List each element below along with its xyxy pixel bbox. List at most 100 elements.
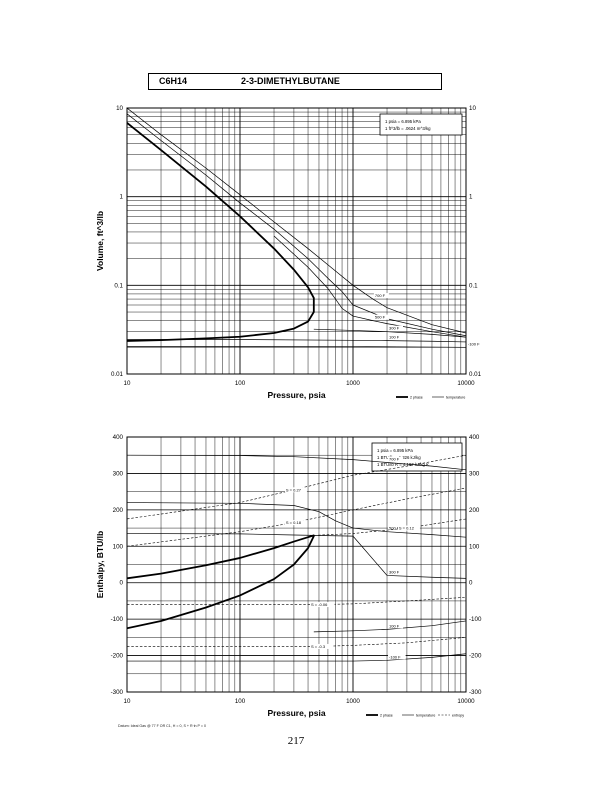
chart2-x-axis-label: Pressure, psia: [267, 708, 325, 718]
chart2-isotherm-label: 700 F: [389, 457, 400, 462]
chart2-isentrope-label-bg: [397, 525, 420, 531]
chart1-isotherm-label: 300 F: [389, 326, 400, 331]
chart1-isotherm-label-bg: [467, 341, 485, 347]
chart2-isotherm-line: [127, 653, 467, 662]
chart2-x-tick-label: 1000: [346, 698, 360, 705]
datum-note: Datum: Ideal Gas @ 77 F OR C1, H = 0, S …: [118, 724, 206, 728]
chart2-isentrope-line: [127, 596, 467, 605]
chart1-isotherm-label-bg: [373, 293, 389, 299]
chart2-plot-frame: [126, 436, 467, 693]
chart2-isentrope-label-bg: [309, 643, 332, 649]
chart2-y-tick-label: 0: [120, 580, 124, 587]
chart1-x-tick-label: 1000: [346, 380, 360, 387]
chart1-y-tick-label: 1: [120, 194, 124, 201]
chart1-isotherm-label: 700 F: [375, 293, 386, 298]
chart1-conversion-text: 1 ft^3/lb = .0624 m^3/kg: [385, 126, 431, 131]
chart1-legend-label: 2 phase: [410, 396, 423, 400]
chart1-x-tick-label: 10000: [457, 380, 475, 387]
chart2-y-tick-label: 100: [113, 543, 124, 550]
chart2-y-tick-label: -100: [111, 616, 124, 623]
chart2-isotherm-label-bg: [388, 525, 404, 531]
chart-title-box: C6H14 2-3-DIMETHYLBUTANE: [148, 73, 442, 90]
chart1-conversion-text: 1 psia = 6.895 kPa: [385, 119, 421, 124]
chart1-isotherm-label: -100 F: [468, 341, 480, 346]
chart2-isentrope-line: [313, 518, 467, 536]
chart2-isentrope-label: S = -0.06: [311, 602, 328, 607]
chart2-isotherm-label-bg: [388, 569, 404, 575]
chart1-isotherm-line: [126, 113, 467, 337]
chart1-x-tick-label: 10: [124, 380, 131, 387]
chart2-isentrope-line: [126, 487, 467, 547]
chart2-isentrope-label: S = 0.12: [399, 526, 415, 531]
chart2-y-tick-label: 200: [113, 507, 124, 514]
chart2-isentrope-label-bg: [284, 520, 307, 526]
chart2-isentrope-label-bg: [309, 602, 335, 608]
chart1-conversion-box: [379, 113, 463, 136]
chart2-isotherm-line: [126, 502, 467, 538]
chart2-y-tick-label: -200: [111, 653, 124, 660]
chart1-isotherm-line: [313, 328, 467, 338]
chart1-y-tick-label-right: 0.01: [469, 371, 482, 378]
chart2-isentrope-line: [126, 454, 467, 520]
page-number: 217: [287, 735, 305, 747]
chart2-isotherm-label-bg: [388, 623, 404, 629]
chart1-y-tick-label: 0.1: [114, 282, 123, 289]
chart1-x-tick-label: 100: [235, 380, 246, 387]
chart1-isotherm-label: 100 F: [389, 335, 400, 340]
chart2-isentrope-label-bg: [284, 487, 307, 493]
chart1-legend-label: temperature: [446, 396, 465, 400]
chart2-isotherm-label: 300 F: [389, 569, 400, 574]
chart1-y-axis-label: Volume, ft^3/lb: [95, 211, 105, 271]
chart1-y-tick-label-right: 1: [469, 194, 473, 201]
chart1-y-tick-label: 10: [116, 105, 123, 112]
chart2-y-tick-label-right: 100: [469, 543, 480, 550]
chart1-x-axis-label: Pressure, psia: [267, 390, 325, 400]
chemical-formula: C6H14: [159, 76, 188, 86]
chart2-y-tick-label-right: -100: [469, 616, 482, 623]
chart1-isotherm-label-bg: [388, 325, 404, 331]
chart1-isotherm-label: 500 F: [375, 315, 386, 320]
chart2-y-tick-label: 300: [113, 470, 124, 477]
chart2-legend-label: temperature: [416, 714, 435, 718]
chart2-isentrope-line: [127, 637, 467, 647]
chart2-isentrope-label: S = -0.3: [311, 644, 326, 649]
chart1-isotherm-line: [127, 346, 467, 348]
chart2-y-tick-label-right: 300: [469, 470, 480, 477]
chart1-two-phase-envelope: [126, 122, 315, 342]
chart1-isotherm-label-bg: [373, 314, 389, 320]
chart1-y-tick-label-right: 10: [469, 105, 476, 112]
chart2-x-tick-label: 10: [124, 698, 131, 705]
chart2-isotherm-line: [313, 620, 467, 633]
chart2-isotherm-line: [126, 533, 467, 579]
chart2-isentrope-label: S = 0.27: [286, 487, 302, 492]
chart2-conversion-text: 1 psia = 6.895 kPa: [377, 448, 413, 453]
chart2-y-tick-label-right: 0: [469, 580, 473, 587]
chart2-isotherm-label-bg: [388, 456, 404, 462]
chart2-legend-label: 2 phase: [380, 714, 393, 718]
chart1-isotherm-label-bg: [388, 334, 404, 340]
chart2-isotherm-label: 500 F: [389, 526, 400, 531]
chart2-conversion-box: [371, 442, 463, 472]
chart2-isentrope-label: S = 0.18: [286, 520, 302, 525]
chart2-two-phase-envelope: [126, 534, 315, 630]
chart2-conversion-text: 1 BTU/lb R = 4.187 kJ/kg K: [377, 462, 429, 467]
chart2-y-tick-label-right: 400: [469, 434, 480, 441]
chart1-isotherm-line: [126, 107, 467, 334]
chart2-y-tick-label: -300: [111, 689, 124, 696]
chart2-legend-label: entropy: [452, 714, 464, 718]
chart1-y-tick-label: 0.01: [111, 371, 124, 378]
chart2-y-tick-label-right: 200: [469, 507, 480, 514]
chart2-x-tick-label: 100: [235, 698, 246, 705]
chart1-isotherm-line: [127, 339, 467, 343]
compound-name: 2-3-DIMETHYLBUTANE: [241, 76, 340, 86]
chart2-y-tick-label-right: -300: [469, 689, 482, 696]
chart2-y-axis-label: Enthalpy, BTU/lb: [95, 531, 105, 598]
chart2-isotherm-label: 100 F: [389, 623, 400, 628]
chart2-y-tick-label: 400: [113, 434, 124, 441]
chart2-isotherm-label: -100 F: [389, 654, 401, 659]
chart1-y-tick-label-right: 0.1: [469, 282, 478, 289]
chart1-isotherm-line: [273, 235, 467, 338]
chart2-y-tick-label-right: -200: [469, 653, 482, 660]
chart2-isotherm-line: [126, 454, 467, 471]
